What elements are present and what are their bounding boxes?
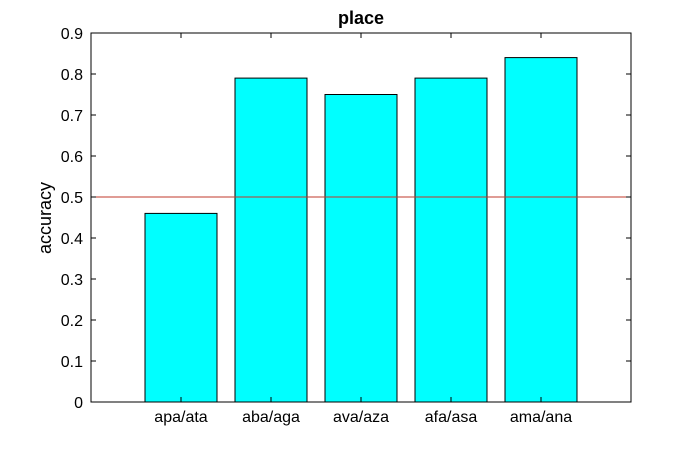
x-tick-label: ava/aza <box>333 409 389 426</box>
bar-ama-ana <box>504 57 578 403</box>
bar-afa-asa <box>414 77 488 403</box>
y-tick-label: 0.1 <box>61 354 83 371</box>
bar-apa-ata <box>144 212 218 403</box>
y-tick-label: 0.3 <box>61 272 83 289</box>
y-tick-label: 0.4 <box>61 231 83 248</box>
bar-aba-aga <box>234 77 308 403</box>
x-tick-label: apa/ata <box>154 409 207 426</box>
y-tick-label: 0.8 <box>61 67 83 84</box>
y-tick-label: 0.9 <box>61 26 83 43</box>
y-tick-label: 0.2 <box>61 313 83 330</box>
x-tick-label: afa/asa <box>425 409 478 426</box>
plot-area: 0 0.1 0.2 0.3 0.4 0.5 0.6 0.7 0.8 0.9 apa/ata aba/a… <box>61 26 632 426</box>
chart-title: place <box>338 8 384 28</box>
x-tick-label: aba/aga <box>242 409 300 426</box>
y-tick-label: 0 <box>74 395 83 412</box>
bar-ava-aza <box>324 94 398 403</box>
y-tick-label: 0.6 <box>61 149 83 166</box>
x-tick-label: ama/ana <box>510 409 572 426</box>
y-tick-label: 0.7 <box>61 108 83 125</box>
y-tick-label: 0.5 <box>61 190 83 207</box>
y-axis-label: accuracy <box>35 182 55 254</box>
